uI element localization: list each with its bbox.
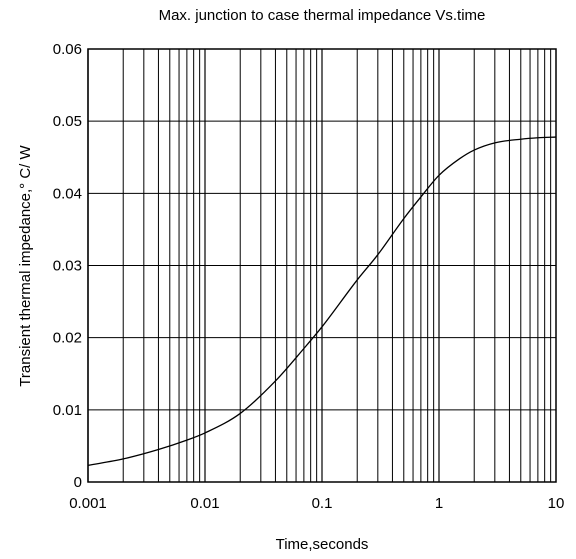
x-tick-label: 1 <box>435 495 443 512</box>
x-tick-label: 10 <box>548 495 565 512</box>
x-axis-label: Time,seconds <box>276 536 369 553</box>
series-line <box>87 136 557 467</box>
y-tick-label: 0.03 <box>53 258 82 275</box>
y-tick-label: 0 <box>74 474 82 491</box>
x-tick-label: 0.001 <box>69 495 107 512</box>
y-tick-label: 0.06 <box>53 41 82 58</box>
grid <box>87 48 556 483</box>
x-tick-labels: 0.001 0.01 0.1 1 10 <box>69 495 564 512</box>
x-tick-label: 0.01 <box>190 495 219 512</box>
y-tick-label: 0.01 <box>53 402 82 419</box>
y-tick-label: 0.04 <box>53 185 82 202</box>
series-group <box>87 136 557 467</box>
plot-frame <box>87 48 557 483</box>
x-tick-label: 0.1 <box>312 495 333 512</box>
y-tick-label: 0.05 <box>53 113 82 130</box>
chart-title: Max. junction to case thermal impedance … <box>159 7 486 24</box>
y-tick-labels: 0 0.01 0.02 0.03 0.04 0.05 0.06 <box>53 41 82 491</box>
y-axis-label: Transient thermal impedance,° C/ W <box>17 144 34 386</box>
y-tick-label: 0.02 <box>53 330 82 347</box>
